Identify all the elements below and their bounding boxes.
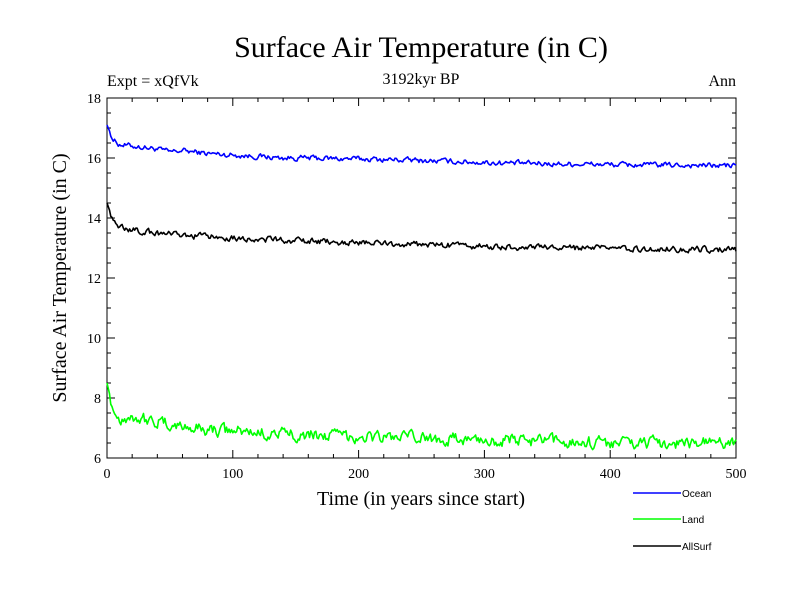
- chart-subtitle: 3192kyr BP: [383, 71, 460, 88]
- x-tick-label: 0: [104, 467, 111, 482]
- y-axis: 6 8 10 12 14 16 18: [87, 92, 736, 467]
- data-series: [106, 124, 737, 451]
- chart-title: Surface Air Temperature (in C): [234, 31, 608, 64]
- x-tick-label: 400: [600, 467, 621, 482]
- experiment-label: Expt = xQfVk: [107, 73, 199, 90]
- season-label: Ann: [708, 73, 736, 90]
- y-tick-label: 8: [94, 392, 101, 407]
- legend-label-allsurf: AllSurf: [682, 542, 712, 553]
- x-tick-label: 500: [726, 467, 747, 482]
- y-tick-label: 6: [94, 452, 101, 467]
- y-tick-label: 14: [87, 212, 101, 227]
- x-axis: 0 100 200 300 400 500: [104, 98, 747, 482]
- x-tick-label: 100: [222, 467, 243, 482]
- series-line-allsurf: [106, 202, 737, 254]
- y-tick-label: 12: [87, 272, 101, 287]
- legend: Ocean Land AllSurf: [633, 489, 712, 553]
- x-axis-label: Time (in years since start): [317, 488, 525, 510]
- series-line-ocean: [106, 124, 737, 169]
- series-line-land: [106, 382, 737, 451]
- x-tick-label: 200: [348, 467, 369, 482]
- y-axis-label: Surface Air Temperature (in C): [49, 153, 71, 402]
- x-tick-label: 300: [474, 467, 495, 482]
- y-tick-label: 18: [87, 92, 101, 107]
- y-tick-label: 16: [87, 152, 101, 167]
- legend-label-ocean: Ocean: [682, 489, 711, 500]
- legend-label-land: Land: [682, 515, 704, 526]
- y-tick-label: 10: [87, 332, 101, 347]
